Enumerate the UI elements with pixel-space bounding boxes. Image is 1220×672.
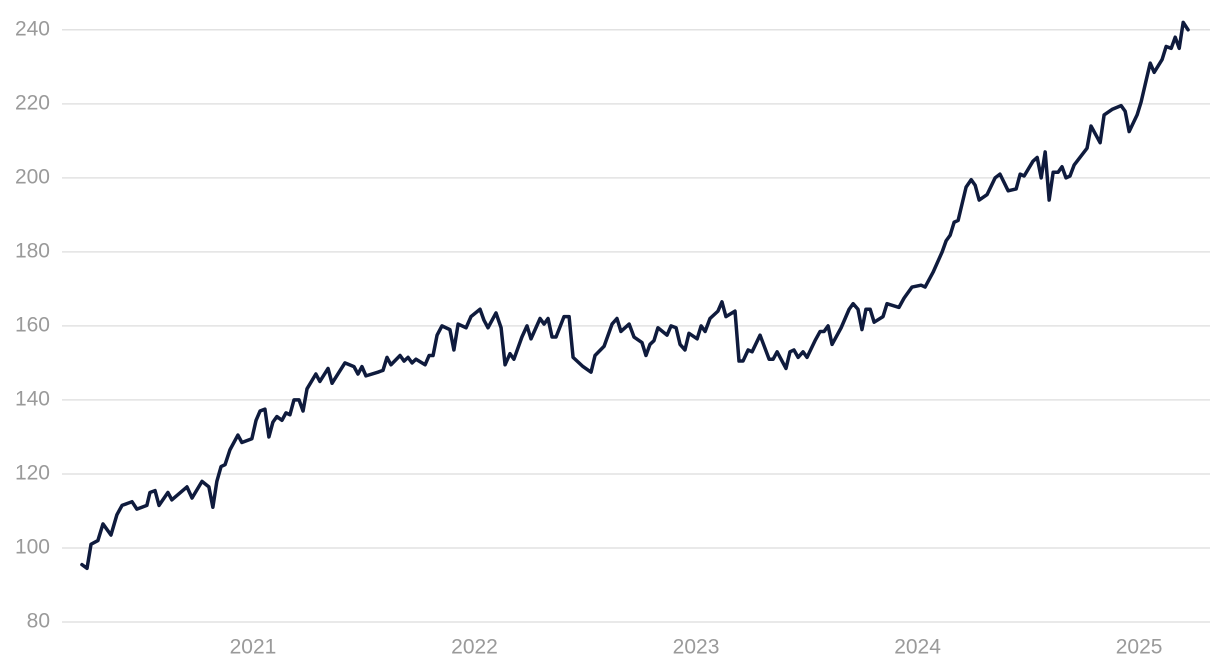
y-tick-label: 220 [15,91,50,114]
y-tick-label: 140 [15,387,50,410]
x-tick-label: 2022 [451,636,498,659]
x-tick-label: 2023 [673,636,720,659]
x-tick-label: 2025 [1116,636,1163,659]
x-tick-label: 2024 [894,636,941,659]
y-tick-label: 200 [15,165,50,188]
y-tick-label: 100 [15,536,50,559]
y-tick-label: 120 [15,461,50,484]
x-tick-label: 2021 [230,636,277,659]
y-tick-label: 240 [15,17,50,40]
y-tick-label: 160 [15,313,50,336]
y-tick-label: 80 [27,610,50,633]
line-series [80,20,1190,571]
y-tick-label: 180 [15,239,50,262]
